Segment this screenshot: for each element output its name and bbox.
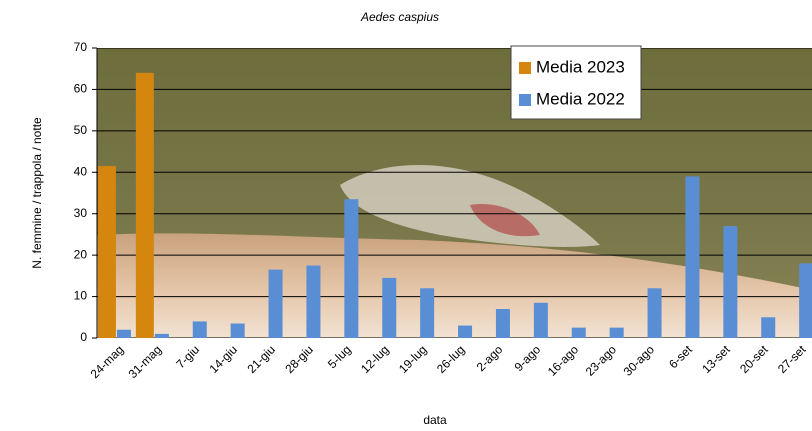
x-tick-label: 7-giu: [173, 342, 202, 371]
bar: [269, 270, 283, 338]
y-tick-label: 50: [74, 123, 88, 137]
y-tick-label: 70: [74, 40, 88, 54]
x-tick-label: 21-giu: [244, 342, 277, 375]
x-tick-label: 24-mag: [88, 342, 127, 381]
x-tick-label: 6-set: [666, 342, 695, 371]
y-tick-label: 0: [80, 330, 87, 344]
legend-swatch: [519, 94, 531, 106]
y-tick-label: 20: [74, 247, 88, 261]
x-axis-label: data: [423, 413, 447, 427]
legend-label: Media 2022: [536, 89, 625, 108]
y-tick-label: 10: [74, 289, 88, 303]
bar: [344, 199, 358, 338]
bar: [648, 288, 662, 338]
x-tick-label: 13-set: [699, 342, 733, 376]
x-tick-label: 2-ago: [474, 342, 506, 374]
legend-label: Media 2023: [536, 57, 625, 76]
bar: [534, 303, 548, 338]
bar: [382, 278, 396, 338]
x-tick-label: 20-set: [737, 342, 771, 376]
bar: [572, 328, 586, 338]
x-tick-label: 23-ago: [583, 342, 620, 379]
chart-title: Aedes caspius: [360, 10, 439, 24]
bar: [496, 309, 510, 338]
x-tick-label: 26-lug: [434, 342, 467, 375]
bar: [136, 73, 154, 338]
bar: [799, 263, 812, 338]
y-tick-label: 30: [74, 206, 88, 220]
y-axis-label: N. femmine / trappola / notte: [30, 117, 44, 269]
chart: Aedes caspius data N. femmine / trappola…: [0, 0, 812, 431]
bar: [610, 328, 624, 338]
bar: [306, 266, 320, 339]
bar: [98, 166, 116, 338]
x-tick-label: 30-ago: [621, 342, 658, 379]
x-tick-label: 31-mag: [126, 342, 165, 381]
bar: [723, 226, 737, 338]
bar: [231, 324, 245, 339]
bar: [420, 288, 434, 338]
bar: [193, 321, 207, 338]
x-tick-label: 14-giu: [207, 342, 240, 375]
bar: [685, 176, 699, 338]
y-tick-label: 60: [74, 82, 88, 96]
x-tick-label: 16-ago: [545, 342, 582, 379]
x-tick-label: 9-ago: [512, 342, 544, 374]
bar: [117, 330, 131, 338]
bar: [761, 317, 775, 338]
x-tick-label: 28-giu: [282, 342, 315, 375]
x-tick-label: 12-lug: [358, 342, 391, 375]
x-tick-label: 19-lug: [396, 342, 429, 375]
x-tick-label: 27-set: [775, 342, 809, 376]
y-tick-label: 40: [74, 164, 88, 178]
bar: [458, 326, 472, 338]
legend: Media 2023 Media 2022: [511, 46, 641, 119]
bar: [155, 334, 169, 338]
x-tick-label: 5-lug: [325, 342, 354, 371]
background-photo: [97, 48, 812, 338]
legend-swatch: [519, 62, 531, 74]
